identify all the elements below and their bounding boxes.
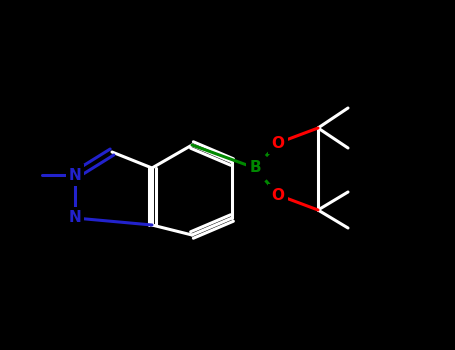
- Text: N: N: [69, 210, 81, 225]
- Text: B: B: [249, 161, 261, 175]
- Text: N: N: [69, 168, 81, 182]
- Text: O: O: [272, 188, 284, 203]
- Text: O: O: [272, 135, 284, 150]
